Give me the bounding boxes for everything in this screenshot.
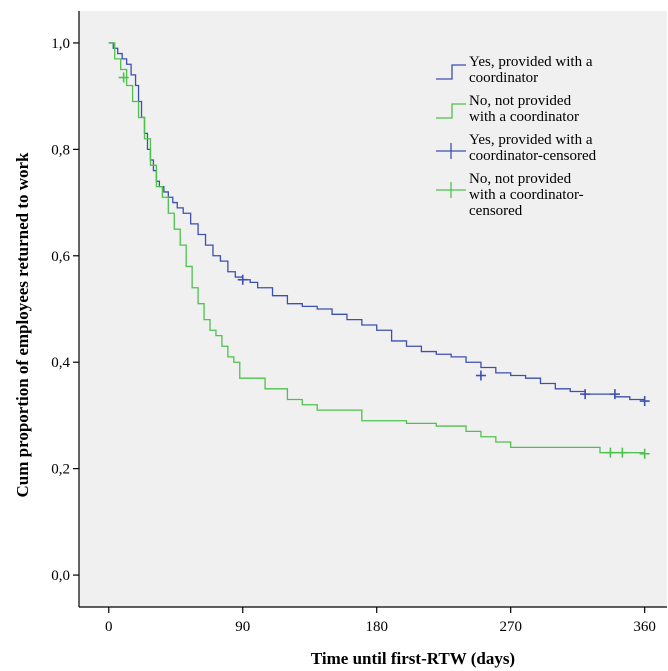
x-tick-label: 360	[633, 619, 656, 635]
legend-label: Yes, provided with a	[469, 132, 593, 148]
x-axis-ticks: 0 90 180 270 360	[105, 607, 656, 635]
legend-label: coordinator-censored	[469, 148, 597, 164]
plot-background	[79, 11, 667, 607]
axes	[78, 11, 667, 608]
censor-mark	[237, 274, 248, 285]
censor-mark	[639, 448, 650, 459]
censor-mark	[118, 72, 129, 83]
censor-mark	[617, 447, 628, 458]
series-line-1	[108, 42, 646, 454]
legend-label: with a coordinator	[469, 109, 579, 125]
x-tick-label: 270	[499, 619, 522, 635]
legend-label: No, not provided	[469, 93, 572, 109]
legend-label: Yes, provided with a	[469, 54, 593, 70]
y-tick-label: 0,4	[51, 355, 70, 371]
legend-label: with a coordinator-	[469, 187, 584, 203]
y-tick-label: 0,8	[51, 142, 70, 158]
censor-mark	[580, 389, 591, 400]
x-axis-title: Time until first-RTW (days)	[311, 649, 515, 668]
y-axis-title: Cum proportion of employees returned to …	[13, 152, 32, 498]
x-tick-label: 0	[105, 619, 113, 635]
censor-mark	[605, 447, 616, 458]
censor-mark	[609, 389, 620, 400]
legend-label: No, not provided	[469, 171, 572, 187]
legend-label: coordinator	[469, 70, 538, 86]
y-tick-label: 0,2	[51, 462, 70, 478]
y-axis-ticks: 0,0 0,2 0,4 0,6 0,8 1,0	[51, 36, 79, 584]
y-tick-label: 0,0	[51, 568, 70, 584]
y-tick-label: 0,6	[51, 249, 70, 265]
censor-mark	[639, 396, 650, 407]
legend-symbol-step	[436, 103, 466, 119]
legend-symbol-step	[436, 64, 466, 80]
legend-label: censored	[469, 203, 523, 219]
censor-mark	[475, 370, 486, 381]
censor-marks	[118, 72, 650, 459]
x-tick-label: 90	[235, 619, 250, 635]
x-tick-label: 180	[365, 619, 388, 635]
y-tick-label: 1,0	[51, 36, 70, 52]
